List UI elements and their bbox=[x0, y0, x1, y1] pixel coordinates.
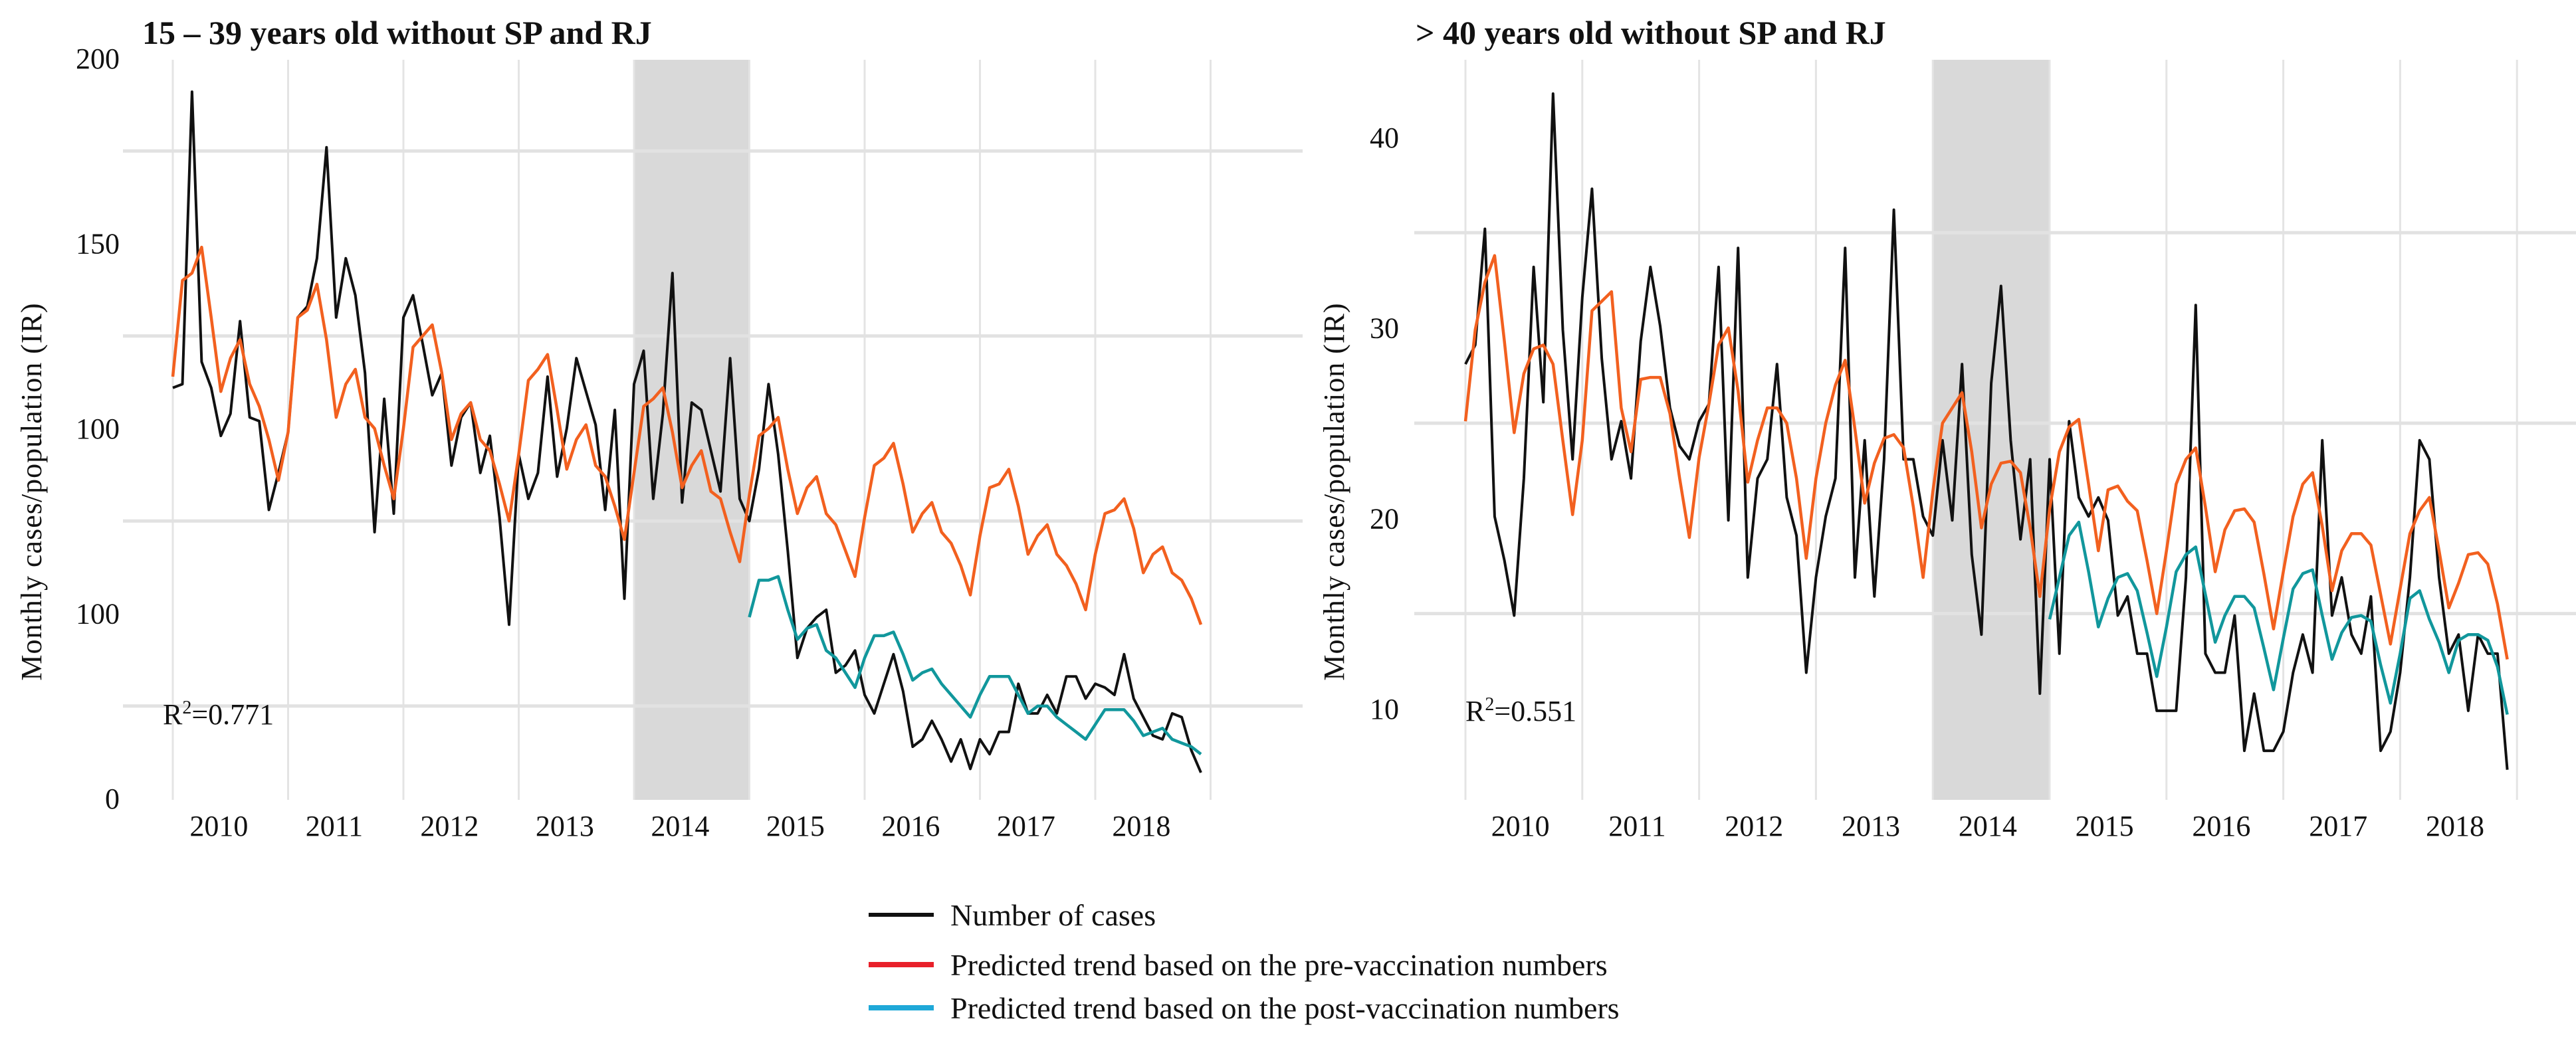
x-tick-label: 2010 bbox=[1491, 810, 1550, 842]
x-tick-label: 2016 bbox=[881, 810, 940, 842]
r2-superscript: 2 bbox=[1485, 694, 1494, 715]
x-tick-label: 2016 bbox=[2192, 810, 2250, 842]
x-tick-label: 2011 bbox=[306, 810, 363, 842]
r2-superscript: 2 bbox=[182, 698, 191, 718]
legend-label: Predicted trend based on the pre-vaccina… bbox=[950, 948, 1608, 982]
series-post-vaccination-trend bbox=[748, 575, 1202, 755]
series-pre-vaccination-trend bbox=[171, 245, 1203, 625]
shaded-period-2014 bbox=[634, 60, 750, 800]
x-tick-label: 2018 bbox=[2426, 810, 2484, 842]
y-tick-label: 10 bbox=[1370, 693, 1399, 725]
shaded-period-2014 bbox=[1933, 60, 2050, 800]
x-tick-label: 2012 bbox=[1725, 810, 1783, 842]
x-tick-label: 2015 bbox=[766, 810, 825, 842]
r2-value: =0.771 bbox=[191, 698, 274, 731]
legend: Number of cases Predicted trend based on … bbox=[869, 898, 1620, 1025]
r-squared-annotation: R2=0.771 bbox=[163, 698, 274, 731]
r2-prefix: R bbox=[1465, 695, 1485, 727]
y-tick-label: 200 bbox=[76, 43, 120, 75]
x-tick-label: 2015 bbox=[2076, 810, 2134, 842]
y-tick-label: 30 bbox=[1370, 312, 1399, 345]
x-tick-label: 2012 bbox=[420, 810, 479, 842]
y-tick-label: 40 bbox=[1370, 122, 1399, 154]
chart-title: > 40 years old without SP and RJ bbox=[1416, 14, 1886, 51]
chart-panel-15-39: 200 150 100 100 0 2010 2011 2012 2013 2014 2015 201… bbox=[15, 14, 1303, 842]
y-axis-label: Monthly cases/population (IR) bbox=[1318, 302, 1350, 680]
x-tick-label: 2017 bbox=[997, 810, 1055, 842]
x-tick-label: 2014 bbox=[1959, 810, 2017, 842]
x-tick-label: 2018 bbox=[1112, 810, 1170, 842]
x-tick-label: 2013 bbox=[536, 810, 594, 842]
x-tick-label: 2013 bbox=[1842, 810, 1900, 842]
x-tick-label: 2011 bbox=[1608, 810, 1665, 842]
legend-label: Predicted trend based on the post-vaccin… bbox=[950, 991, 1620, 1025]
y-axis-label: Monthly cases/population (IR) bbox=[15, 302, 48, 680]
y-tick-label: 100 bbox=[76, 598, 120, 630]
series-post-vaccination-trend bbox=[2048, 520, 2509, 715]
r2-prefix: R bbox=[163, 698, 183, 731]
r-squared-annotation: R2=0.551 bbox=[1465, 694, 1576, 727]
y-tick-label: 100 bbox=[76, 413, 120, 445]
series-pre-vaccination-trend bbox=[1463, 254, 2509, 660]
y-tick-label: 20 bbox=[1370, 502, 1399, 535]
y-tick-label: 0 bbox=[105, 783, 120, 815]
x-tick-label: 2014 bbox=[651, 810, 709, 842]
y-tick-label: 150 bbox=[76, 228, 120, 260]
chart-title: 15 – 39 years old without SP and RJ bbox=[142, 14, 652, 51]
x-tick-label: 2010 bbox=[189, 810, 248, 842]
legend-label: Number of cases bbox=[950, 898, 1156, 932]
x-tick-label: 2017 bbox=[2309, 810, 2367, 842]
r2-value: =0.551 bbox=[1494, 695, 1576, 727]
